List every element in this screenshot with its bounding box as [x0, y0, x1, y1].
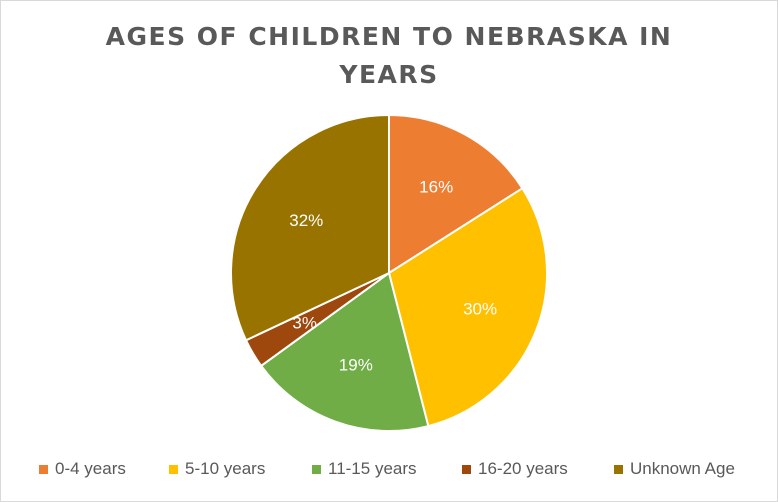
legend-swatch-4	[614, 464, 623, 474]
legend: 0-4 years 5-10 years 11-15 years 16-20 year…	[1, 457, 777, 481]
legend-label-3: 16-20 years	[478, 459, 568, 478]
slice-label-4: 32%	[289, 211, 323, 230]
pie-slice-4	[230, 113, 390, 342]
legend-item-4: Unknown Age	[614, 457, 735, 481]
legend-label-4: Unknown Age	[630, 459, 735, 478]
chart-title: AGES OF CHILDREN TO NEBRASKA IN YEARS	[105, 22, 673, 89]
slice-label-3: 3%	[292, 313, 317, 332]
slice-label-1: 30%	[463, 300, 497, 319]
pie-slice-2	[259, 271, 430, 432]
legend-label-1: 5-10 years	[185, 459, 266, 478]
legend-item-2: 11-15 years	[312, 457, 417, 481]
legend-item-1: 5-10 years	[169, 457, 265, 481]
slice-label-0: 16%	[419, 178, 453, 197]
legend-swatch-1	[169, 464, 178, 474]
legend-label-2: 11-15 years	[328, 459, 417, 478]
pie-slice-0	[388, 113, 524, 275]
legend-swatch-0	[39, 464, 48, 474]
legend-label-0: 0-4 years	[55, 459, 126, 478]
legend-swatch-3	[462, 464, 471, 474]
legend-item-3: 16-20 years	[462, 457, 568, 481]
legend-swatch-2	[312, 464, 321, 474]
pie-slice-1	[387, 186, 548, 428]
legend-item-0: 0-4 years	[39, 457, 126, 481]
slice-label-2: 19%	[339, 356, 373, 375]
